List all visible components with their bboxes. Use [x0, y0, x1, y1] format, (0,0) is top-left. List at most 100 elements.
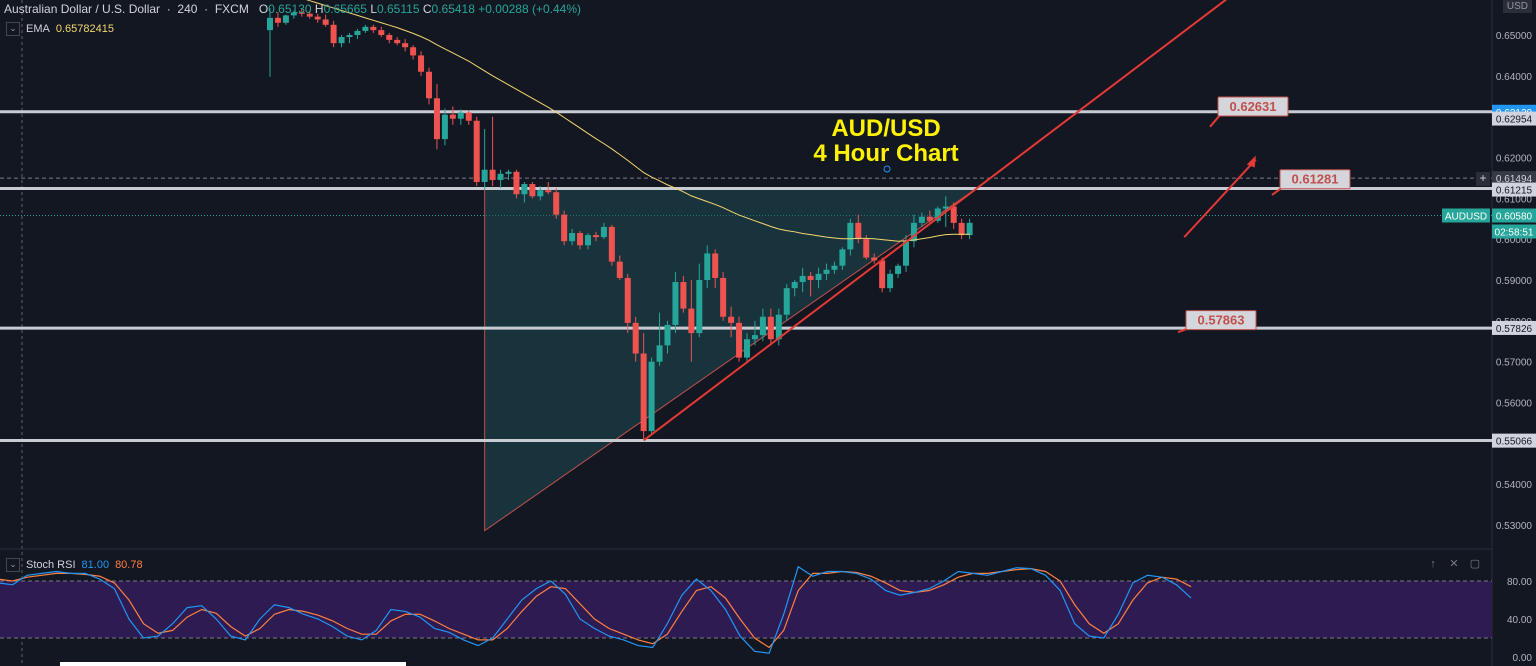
stoch-k-line — [0, 565, 1192, 654]
open-label: O — [258, 2, 269, 16]
chevron-down-icon[interactable]: ⌄ — [6, 22, 20, 36]
chevron-down-icon[interactable]: ⌄ — [6, 558, 20, 572]
candle-body — [561, 214, 568, 242]
low-value: 0.65115 — [377, 2, 420, 16]
chart-title: AUD/USD 4 Hour Chart — [813, 115, 958, 167]
candle-body — [346, 35, 353, 38]
callout-pointer — [1209, 114, 1221, 128]
stoch-tick-label: 0.00 — [1513, 653, 1533, 664]
candle-body — [449, 114, 456, 119]
candle-body — [934, 208, 941, 221]
price-tick-label: 0.59000 — [1496, 276, 1533, 287]
candle-body — [354, 30, 361, 35]
axis-price-badge-text: 0.61215 — [1496, 186, 1533, 197]
price-callout: 0.61281 — [1271, 169, 1351, 196]
candle-body — [863, 239, 870, 258]
candle-body — [656, 345, 663, 362]
stoch-label: Stoch RSI — [26, 559, 76, 571]
price-tick-label: 0.56000 — [1496, 399, 1533, 410]
candle-body — [696, 280, 703, 334]
price-axis[interactable]: 0.650000.640000.630000.620000.610000.600… — [1442, 31, 1536, 532]
stoch-legend[interactable]: ⌄ Stoch RSI 81.00 80.78 — [6, 558, 143, 572]
candle-body — [942, 206, 949, 209]
open-value: 0.65130 — [268, 2, 312, 16]
chart-title-line: 4 Hour Chart — [813, 140, 958, 167]
candle-body — [855, 222, 862, 240]
candle-body — [306, 13, 313, 17]
ema-value: 0.65782415 — [55, 23, 114, 35]
axis-price-badge — [1442, 208, 1490, 223]
candle-body — [744, 339, 750, 358]
candle-body — [624, 277, 631, 323]
candle-body — [775, 314, 782, 340]
candle-body — [887, 273, 894, 289]
axis-price-badge — [1492, 224, 1536, 239]
candle-body — [402, 43, 409, 48]
price-tick-label: 0.60000 — [1496, 235, 1533, 246]
price-tick-label: 0.64000 — [1496, 72, 1533, 83]
candle-body — [362, 26, 369, 31]
candle-body — [553, 192, 560, 215]
add-level-button[interactable]: + — [1476, 172, 1490, 186]
candle-body — [418, 55, 425, 72]
candle-body — [879, 260, 886, 289]
triangle-area — [484, 187, 980, 532]
scroll-bar[interactable] — [60, 662, 406, 666]
change-value: +0.00288 (+0.44%) — [478, 2, 581, 16]
candle-body — [895, 265, 902, 274]
price-callout: 0.62631 — [1209, 96, 1289, 128]
ascending-triangle — [484, 187, 980, 532]
ema-legend[interactable]: ⌄ EMA 0.65782415 — [6, 22, 114, 36]
symbol-header: Australian Dollar / U.S. Dollar · 240 · … — [4, 2, 581, 16]
candle-body — [457, 112, 464, 119]
maximize-icon[interactable]: ▢ — [1469, 558, 1481, 570]
candle-body — [767, 316, 774, 340]
candle-body — [267, 17, 273, 31]
candle-body — [823, 269, 830, 274]
price-tick-label: 0.57000 — [1496, 358, 1533, 369]
axis-price-badge-text: 0.62954 — [1496, 115, 1533, 126]
candle-body — [521, 184, 528, 195]
high-value: 0.65665 — [323, 2, 367, 16]
candle-body — [791, 282, 798, 289]
symbol-name[interactable]: Australian Dollar / U.S. Dollar — [4, 2, 161, 16]
axis-price-badge — [1492, 182, 1536, 197]
candle-body — [497, 173, 504, 180]
low-label: L — [370, 2, 377, 16]
axis-price-badge-text: 02:58:51 — [1495, 227, 1534, 238]
candle-body — [282, 15, 289, 23]
candle-body — [330, 24, 337, 44]
candle-body — [600, 226, 607, 238]
candle-body — [410, 47, 417, 56]
candle-body — [433, 98, 440, 140]
support-trendline — [643, 0, 1257, 442]
move-up-icon[interactable]: ↑ — [1430, 558, 1436, 570]
close-icon[interactable]: ✕ — [1449, 558, 1459, 570]
price-tick-label: 0.61000 — [1496, 194, 1533, 205]
axis-price-badge-text: AUDUSD — [1445, 211, 1487, 222]
candle-body — [632, 322, 639, 354]
candle-body — [680, 282, 687, 309]
price-callout: 0.57863 — [1177, 310, 1257, 334]
stoch-band — [0, 581, 1492, 638]
candle-body — [465, 112, 472, 121]
candle-body — [481, 169, 488, 182]
callout-box — [1185, 310, 1257, 331]
stoch-rsi-pane: 80.00 40.00 0.00 — [0, 565, 1533, 664]
candle-body — [529, 184, 536, 197]
candles — [267, 8, 973, 440]
axis-price-badge — [1492, 320, 1536, 335]
arrow-head — [1246, 155, 1256, 168]
candle-body — [473, 120, 480, 182]
candle-body — [704, 253, 711, 280]
candle-body — [672, 282, 679, 325]
candle-body — [958, 222, 965, 236]
currency-label[interactable]: USD — [1502, 0, 1532, 13]
callout-label: 0.61281 — [1292, 172, 1339, 187]
axis-price-badge — [1492, 111, 1536, 126]
candle-body — [966, 222, 973, 236]
interval[interactable]: 240 — [177, 2, 198, 16]
axis-price-badge — [1492, 208, 1536, 223]
data-source: FXCM — [214, 2, 249, 16]
